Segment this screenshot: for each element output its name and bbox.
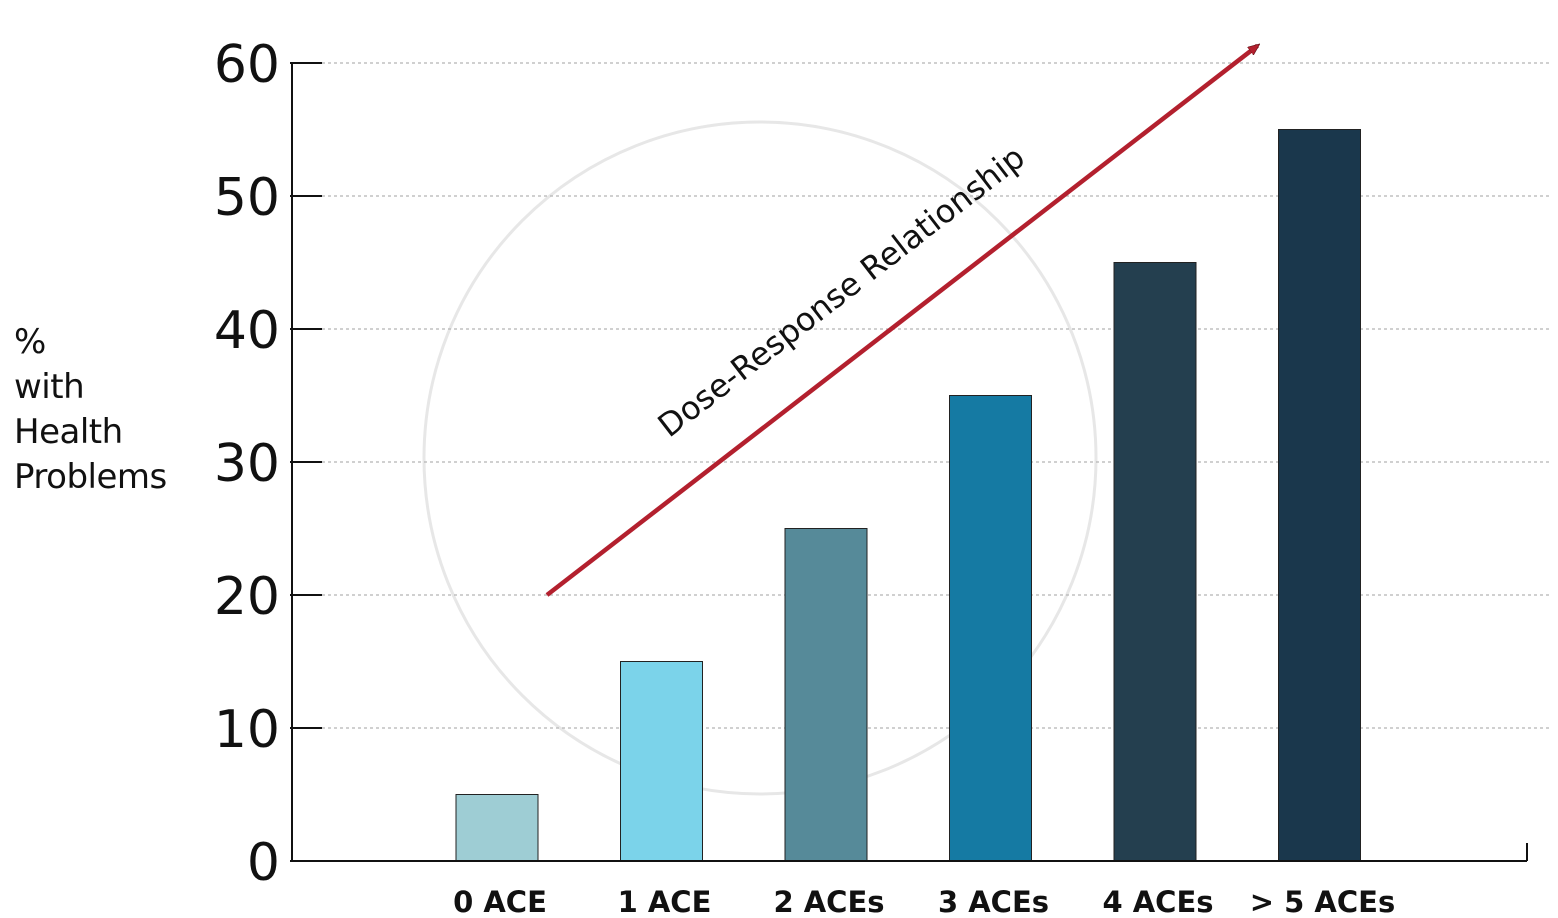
- bar-5-aces: [1278, 129, 1361, 862]
- bars-group: [455, 129, 1361, 862]
- y-tick-label: 10: [214, 700, 280, 760]
- y-axis-label-line: %: [14, 322, 46, 362]
- y-tick-label: 0: [247, 833, 280, 893]
- y-tick-labels: 0 10 20 30 40 50 60: [214, 35, 280, 893]
- y-tick-label: 60: [214, 35, 280, 95]
- bar-4-aces: [1113, 262, 1197, 862]
- x-tick-label: 4 ACEs: [1102, 885, 1213, 918]
- bar-2-aces: [784, 528, 868, 862]
- axes: [290, 62, 1528, 862]
- bar-3-aces: [949, 395, 1032, 862]
- x-tick-label: 2 ACEs: [773, 885, 884, 918]
- bar-0-ace: [455, 794, 539, 862]
- y-tick-label: 50: [214, 168, 280, 228]
- y-axis-label-line: with: [14, 367, 85, 407]
- x-tick-label: 0 ACE: [453, 885, 547, 918]
- y-axis-label-line: Health: [14, 412, 123, 452]
- y-tick-label: 20: [214, 567, 280, 627]
- y-tick-label: 30: [214, 434, 280, 494]
- y-axis-label-line: Problems: [14, 457, 167, 497]
- x-tick-label: 3 ACEs: [938, 885, 1049, 918]
- x-tick-labels: 0 ACE 1 ACE 2 ACEs 3 ACEs 4 ACEs > 5 ACEs: [453, 885, 1395, 918]
- watermark-ring: [422, 120, 1098, 796]
- x-tick-label: 1 ACE: [618, 885, 712, 918]
- trend-arrow: [545, 46, 1258, 597]
- bar-1-ace: [620, 661, 703, 862]
- y-tick-label: 40: [214, 301, 280, 361]
- y-axis-label: % with Health Problems: [14, 320, 167, 500]
- x-tick-label: > 5 ACEs: [1250, 885, 1395, 918]
- watermark-circle: [422, 120, 1098, 796]
